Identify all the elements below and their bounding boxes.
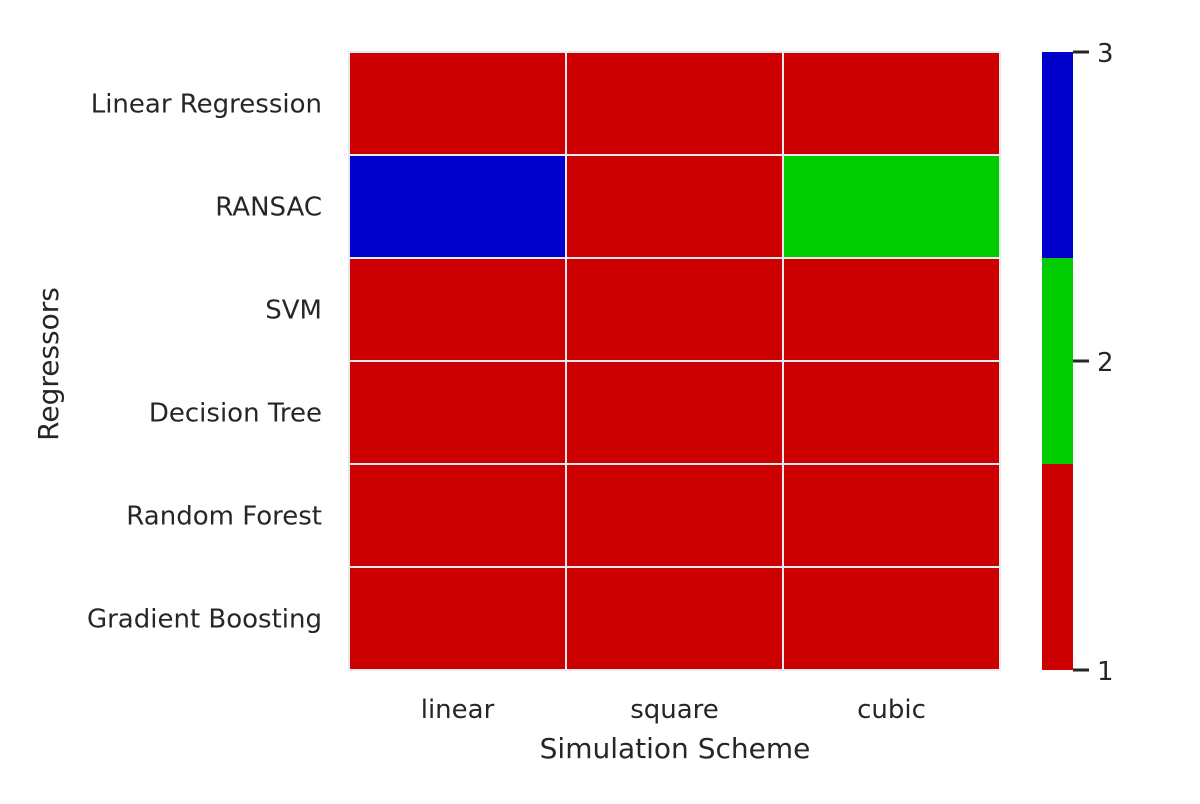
x-tick-label: square — [630, 695, 719, 725]
heatmap-cell-4-1 — [348, 360, 567, 465]
y-tick-labels: Linear Regression RANSAC SVM Decision Tree R… — [87, 90, 322, 635]
heatmap-cell-4-2 — [565, 360, 784, 465]
heatmap-cell-6-3 — [782, 566, 1001, 671]
heatmap-cell-5-2 — [565, 463, 784, 568]
heatmap-cell-5-3 — [782, 463, 1001, 568]
x-tick-label: linear — [421, 695, 495, 725]
y-tick-label: Linear Regression — [91, 90, 322, 120]
x-tick-labels: linear square cubic — [421, 695, 926, 725]
colorbar-segment-3 — [1042, 52, 1073, 258]
heatmap-cell-2-1 — [348, 154, 567, 259]
heatmap-cells — [348, 51, 1001, 671]
heatmap-cell-1-1 — [348, 51, 567, 156]
heatmap-cell-6-2 — [565, 566, 784, 671]
y-tick-label: RANSAC — [215, 193, 322, 223]
heatmap-cell-3-2 — [565, 257, 784, 362]
heatmap-cell-3-3 — [782, 257, 1001, 362]
y-axis-label: Regressors — [32, 287, 65, 441]
colorbar-segment-1 — [1042, 464, 1073, 670]
y-tick-label: Gradient Boosting — [87, 605, 322, 635]
colorbar-tick-label: 2 — [1097, 348, 1114, 378]
x-axis-label: Simulation Scheme — [540, 732, 811, 765]
heatmap-cell-1-2 — [565, 51, 784, 156]
colorbar-tick-label: 3 — [1097, 39, 1114, 69]
colorbar: 1 2 3 — [1042, 39, 1114, 687]
y-tick-label: Decision Tree — [149, 399, 322, 429]
y-tick-label: Random Forest — [126, 502, 322, 532]
x-tick-label: cubic — [857, 695, 926, 725]
heatmap-cell-5-1 — [348, 463, 567, 568]
heatmap-cell-2-3 — [782, 154, 1001, 259]
heatmap-cell-1-3 — [782, 51, 1001, 156]
heatmap-cell-6-1 — [348, 566, 567, 671]
colorbar-tick-label: 1 — [1097, 657, 1114, 687]
heatmap-cell-4-3 — [782, 360, 1001, 465]
y-tick-label: SVM — [265, 296, 322, 326]
heatmap-cell-2-2 — [565, 154, 784, 259]
heatmap-cell-3-1 — [348, 257, 567, 362]
colorbar-segment-2 — [1042, 258, 1073, 464]
